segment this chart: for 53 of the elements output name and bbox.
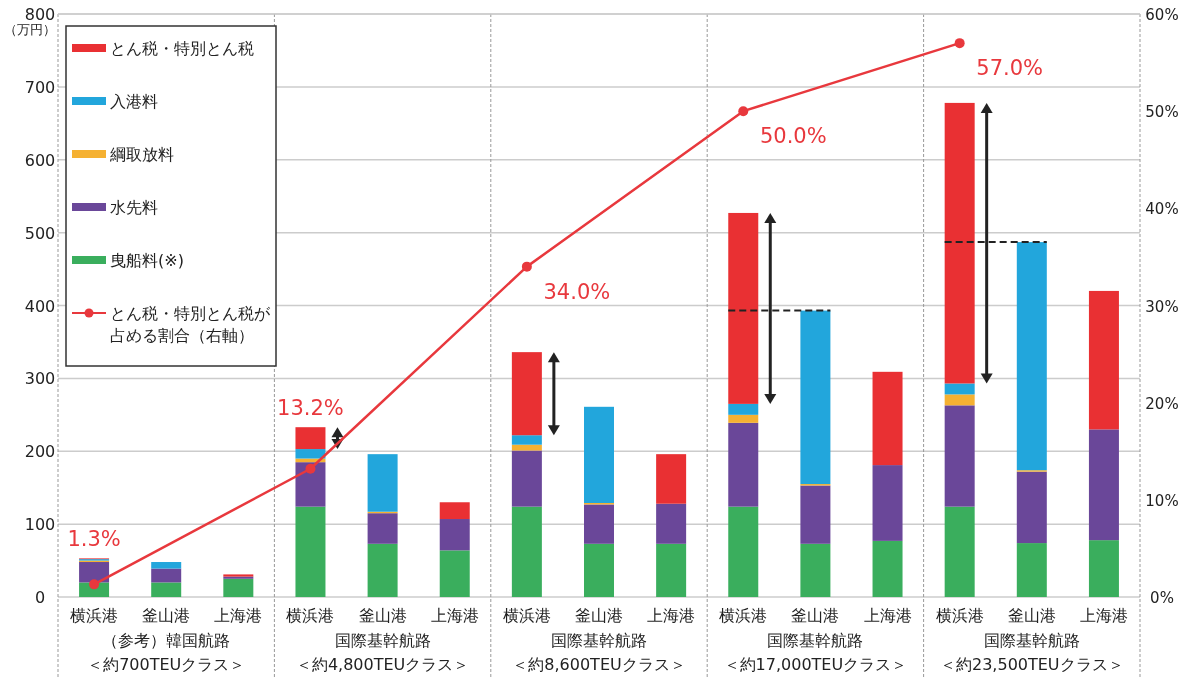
x-tick-label: 釜山港 bbox=[575, 606, 623, 625]
x-tick-label: 釜山港 bbox=[791, 606, 840, 625]
text: 国際基幹航路 bbox=[551, 631, 647, 650]
text: 国際基幹航路 bbox=[767, 631, 864, 650]
y-tick-label: 600 bbox=[24, 150, 56, 170]
legend-label: とん税・特別とん税 bbox=[110, 39, 254, 58]
legend-label: とん税・特別とん税が占める割合（右軸） bbox=[110, 304, 271, 345]
x-tick-label: 横浜港 bbox=[70, 606, 119, 625]
text: 国際基幹航路 bbox=[983, 631, 1080, 650]
x-tick-label: 釜山港 bbox=[142, 606, 191, 625]
text: ＜約17,000TEUクラス＞ bbox=[723, 655, 908, 674]
y2-tick-label: 60% bbox=[1145, 6, 1179, 24]
data-label: 34.0% bbox=[543, 279, 611, 304]
legend-label: 綱取放料 bbox=[109, 145, 174, 164]
y-tick-label: 0 bbox=[34, 588, 46, 607]
y-axis-title: （万円） bbox=[4, 22, 56, 37]
y2-tick-label: 50% bbox=[1145, 103, 1179, 122]
data-label: 1.3% bbox=[67, 527, 121, 552]
x-tick-label: 釜山港 bbox=[358, 606, 407, 625]
y-tick-label: 400 bbox=[24, 296, 56, 316]
legend-label: 入港料 bbox=[110, 92, 158, 111]
y2-tick-label: 40% bbox=[1145, 200, 1179, 219]
text: ＜約23,500TEUクラス＞ bbox=[940, 655, 1124, 674]
text: （参考）韓国航路 bbox=[102, 631, 231, 650]
x-tick-label: 横浜港 bbox=[719, 606, 768, 625]
text: ＜約4,800TEUクラス＞ bbox=[295, 655, 470, 674]
data-label: 50.0% bbox=[759, 124, 827, 149]
x-tick-label: 上海港 bbox=[430, 606, 479, 625]
y-tick-label: 200 bbox=[24, 442, 56, 462]
y2-tick-label: 30% bbox=[1145, 297, 1179, 316]
text: 国際基幹航路 bbox=[334, 631, 431, 650]
text: ＜約8,600TEUクラス＞ bbox=[512, 655, 686, 674]
x-tick-label: 釜山港 bbox=[1007, 606, 1056, 625]
y-tick-label: 300 bbox=[24, 369, 56, 389]
x-tick-label: 上海港 bbox=[214, 606, 263, 625]
y-tick-label: 100 bbox=[24, 515, 56, 535]
data-label: 57.0% bbox=[976, 56, 1044, 81]
text: ＜約700TEUクラス＞ bbox=[87, 655, 246, 674]
y-tick-label: 500 bbox=[24, 223, 56, 243]
y-tick-label: 800 bbox=[24, 5, 56, 24]
x-tick-label: 横浜港 bbox=[286, 606, 335, 625]
y2-tick-label: 0% bbox=[1150, 589, 1174, 607]
data-label: 13.2% bbox=[277, 396, 344, 421]
x-tick-label: 上海港 bbox=[1079, 606, 1128, 625]
x-tick-label: 上海港 bbox=[647, 606, 696, 625]
y-tick-label: 700 bbox=[24, 77, 56, 97]
legend-label: 水先料 bbox=[110, 198, 158, 217]
x-tick-label: 横浜港 bbox=[502, 606, 551, 625]
legend-label: 曳船料(※) bbox=[110, 251, 184, 270]
x-tick-label: 上海港 bbox=[863, 606, 912, 625]
y2-tick-label: 20% bbox=[1145, 394, 1179, 413]
y2-tick-label: 10% bbox=[1145, 491, 1179, 510]
x-tick-label: 横浜港 bbox=[935, 606, 984, 625]
